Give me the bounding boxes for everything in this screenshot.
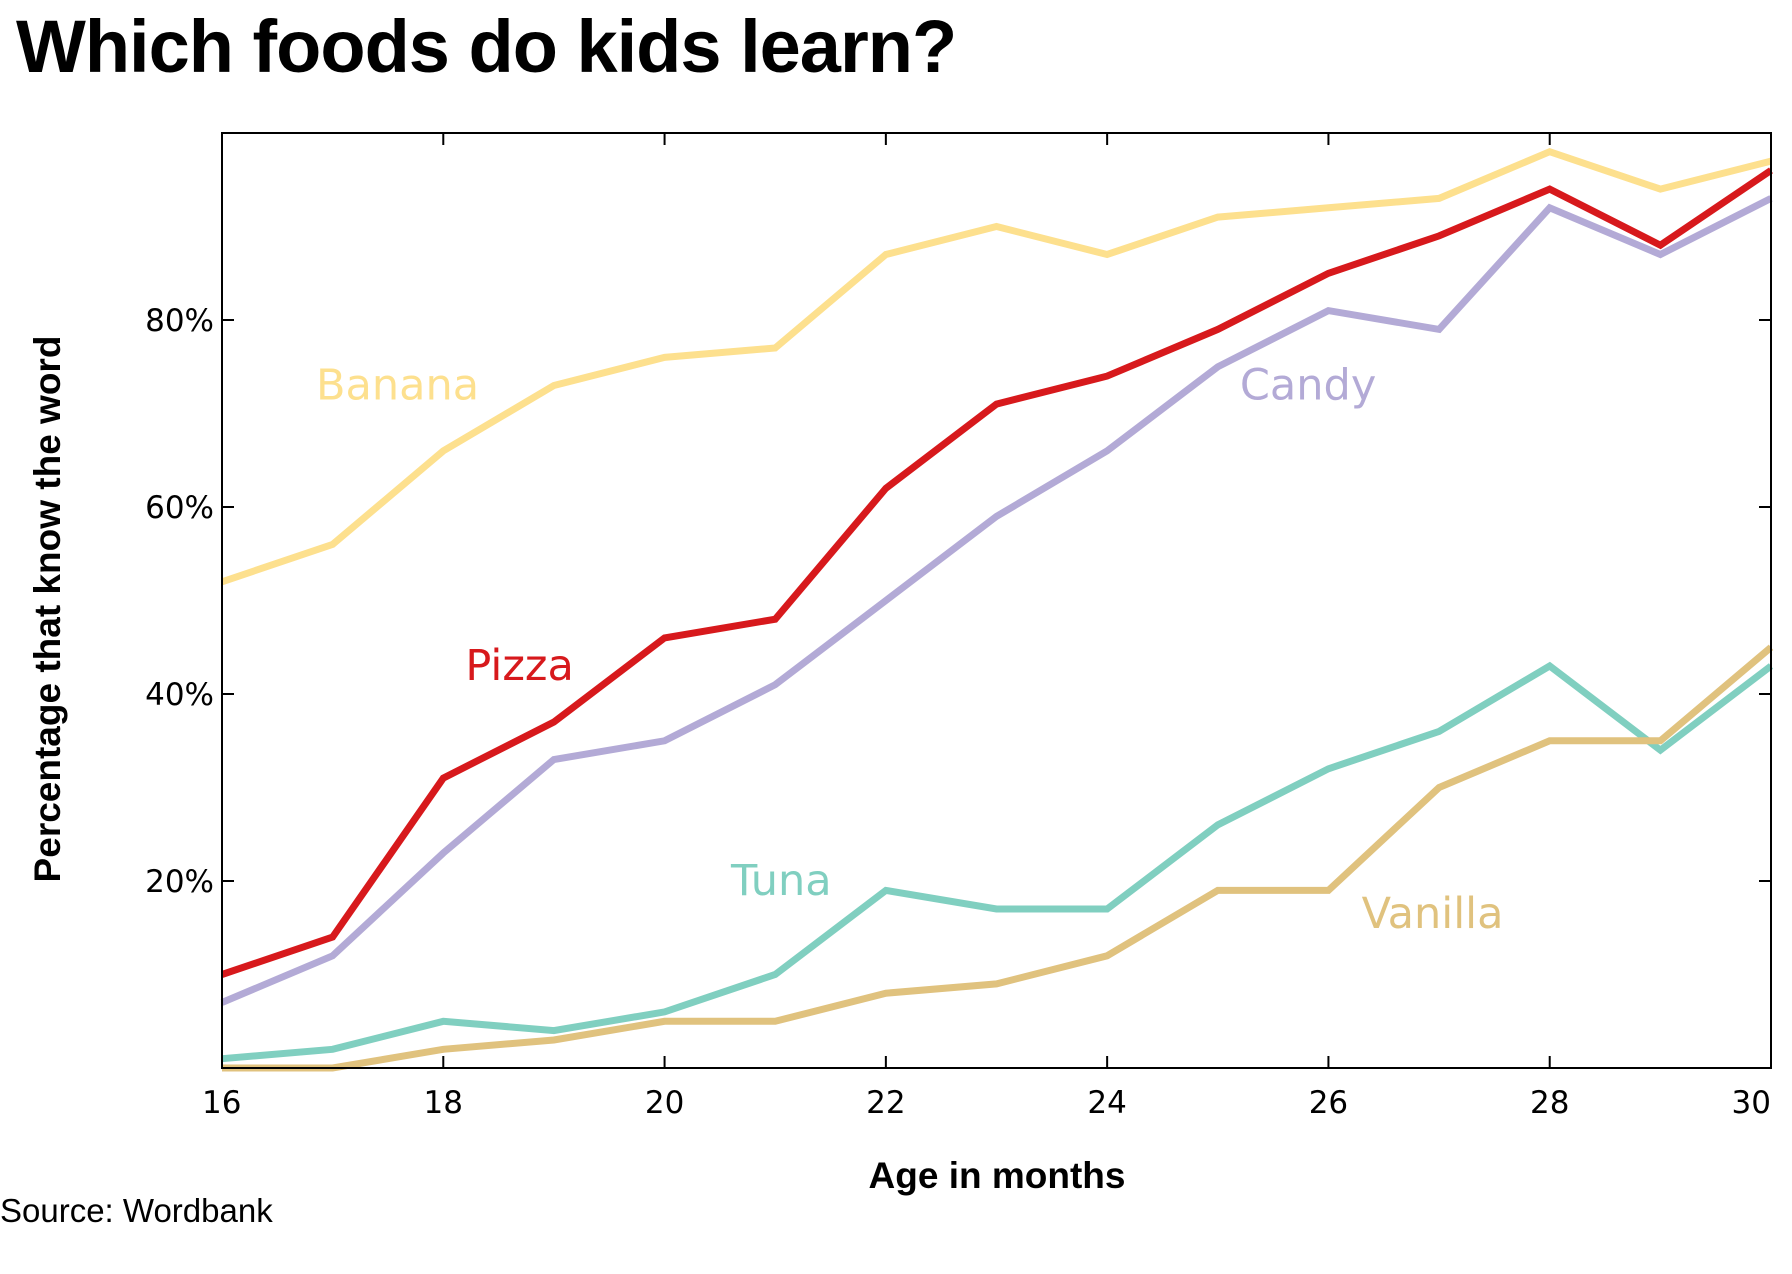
x-tick-label: 16 — [202, 1085, 241, 1121]
chart-title: Which foods do kids learn? — [16, 5, 957, 88]
x-tick-label: 24 — [1087, 1085, 1126, 1121]
series-label-banana: Banana — [316, 360, 479, 410]
x-tick-label: 26 — [1309, 1085, 1348, 1121]
series-line-banana — [220, 147, 1772, 586]
y-tick-label: 80% — [145, 303, 214, 339]
series-line-vanilla — [222, 644, 1774, 1072]
series-line-candy — [220, 195, 1773, 1006]
axis-ticks: 16 18 20 22 24 26 28 30 20% 40% 60% 80% — [145, 133, 1772, 1121]
y-tick-label: 20% — [145, 864, 214, 900]
series-label-pizza: Pizza — [465, 641, 573, 691]
series-label-candy: Candy — [1240, 360, 1376, 410]
y-axis-title: Percentage that know the word — [27, 336, 68, 883]
x-tick-label: 22 — [866, 1085, 905, 1121]
x-tick-label: 28 — [1530, 1085, 1569, 1121]
y-tick-label: 40% — [145, 677, 214, 713]
y-tick-label: 60% — [145, 490, 214, 526]
x-tick-label: 30 — [1732, 1085, 1771, 1121]
series-line-pizza — [220, 167, 1773, 978]
source-note: Source: Wordbank — [0, 1192, 273, 1229]
series-line-tuna — [221, 661, 1774, 1063]
x-tick-label: 20 — [645, 1085, 684, 1121]
plot-frame — [221, 132, 1772, 1069]
x-axis-title: Age in months — [869, 1155, 1126, 1196]
series-lines — [220, 147, 1774, 1072]
series-label-vanilla: Vanilla — [1362, 889, 1504, 939]
x-tick-label: 18 — [424, 1085, 463, 1121]
series-label-tuna: Tuna — [730, 856, 832, 906]
series-labels: Banana Candy Pizza Tuna Vanilla — [316, 360, 1503, 938]
